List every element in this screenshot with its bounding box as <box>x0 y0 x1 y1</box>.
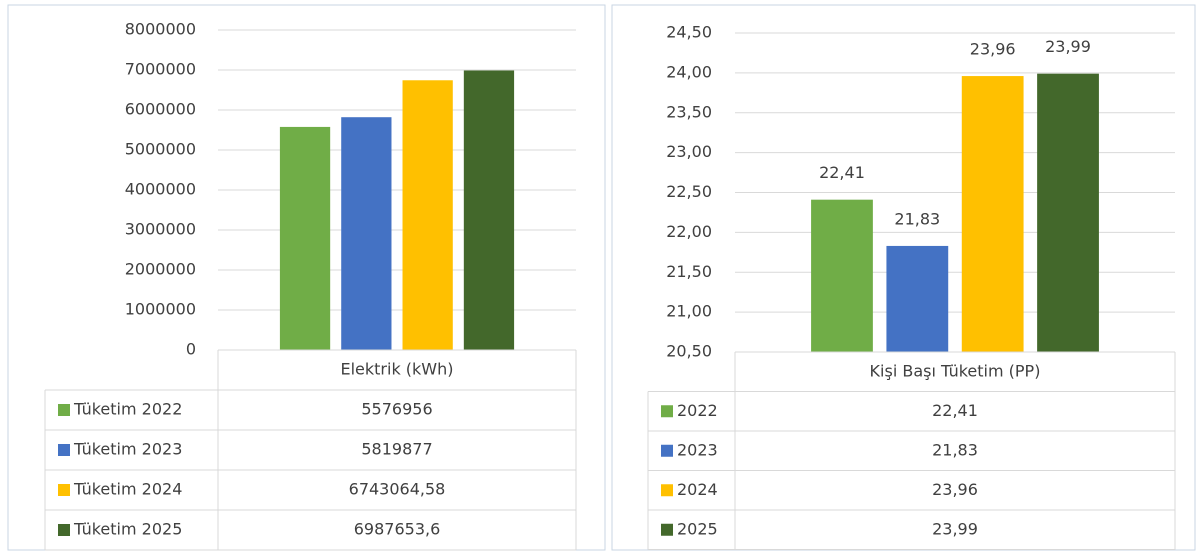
y-tick-label: 22,50 <box>666 182 712 201</box>
table-value: 23,99 <box>932 519 978 538</box>
bar <box>961 76 1024 352</box>
table-value: 23,96 <box>932 480 978 499</box>
table-value: 5576956 <box>361 400 432 419</box>
y-tick-label: 6000000 <box>125 100 196 119</box>
bar <box>341 117 392 350</box>
table-value: 22,41 <box>932 401 978 420</box>
category-label: Elektrik (kWh) <box>340 360 453 379</box>
bar <box>402 80 453 351</box>
y-tick-label: 20,50 <box>666 342 712 361</box>
bar <box>279 126 331 351</box>
y-tick-label: 23,00 <box>666 142 712 161</box>
legend-label: Tüketim 2024 <box>73 480 182 499</box>
table-value: 5819877 <box>361 440 432 459</box>
y-tick-label: 5000000 <box>125 140 196 159</box>
legend-label: 2023 <box>677 440 718 459</box>
y-tick-label: 4000000 <box>125 180 196 199</box>
bar <box>886 245 949 352</box>
table-value: 6743064,58 <box>349 480 446 499</box>
y-tick-label: 24,50 <box>666 23 712 42</box>
y-tick-label: 3000000 <box>125 220 196 239</box>
data-label: 23,96 <box>970 40 1016 59</box>
y-tick-label: 21,50 <box>666 262 712 281</box>
y-tick-label: 24,00 <box>666 62 712 81</box>
legend-swatch <box>58 444 70 456</box>
y-tick-label: 21,00 <box>666 302 712 321</box>
y-tick-label: 1000000 <box>125 300 196 319</box>
y-tick-label: 8000000 <box>125 20 196 39</box>
legend-label: Tüketim 2025 <box>73 520 182 539</box>
bar <box>811 199 873 352</box>
data-label: 22,41 <box>819 163 865 182</box>
data-label: 21,83 <box>894 209 940 228</box>
legend-label: Tüketim 2023 <box>73 440 182 459</box>
legend-swatch <box>58 524 70 536</box>
data-label: 23,99 <box>1045 37 1091 56</box>
legend-swatch <box>58 484 70 496</box>
legend-swatch <box>661 523 673 536</box>
category-label: Kişi Başı Tüketim (PP) <box>870 361 1041 380</box>
legend-swatch <box>58 404 70 416</box>
legend-label: 2022 <box>677 401 718 420</box>
y-tick-label: 7000000 <box>125 60 196 79</box>
bar <box>1037 73 1099 353</box>
y-tick-label: 2000000 <box>125 260 196 279</box>
bar <box>463 70 515 350</box>
legend-label: 2024 <box>677 480 718 499</box>
y-tick-label: 22,00 <box>666 222 712 241</box>
y-tick-label: 0 <box>186 340 196 359</box>
table-value: 6987653,6 <box>354 520 441 539</box>
legend-label: 2025 <box>677 519 718 538</box>
legend-swatch <box>661 405 673 418</box>
legend-swatch <box>661 444 673 457</box>
table-value: 21,83 <box>932 440 978 459</box>
legend-swatch <box>661 484 673 497</box>
y-tick-label: 23,50 <box>666 102 712 121</box>
legend-label: Tüketim 2022 <box>73 400 182 419</box>
